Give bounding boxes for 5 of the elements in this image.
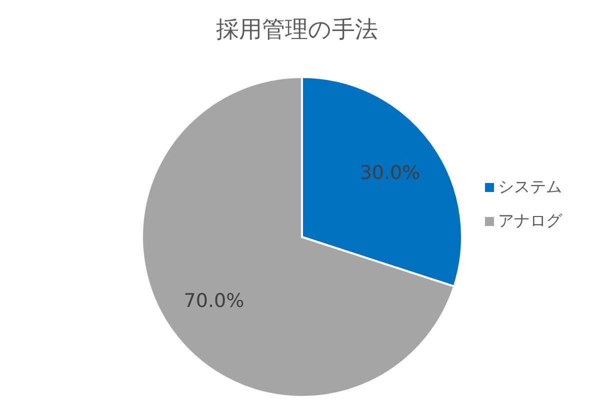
data-label: 30.0% bbox=[360, 162, 420, 184]
chart-title: 採用管理の手法 bbox=[215, 16, 379, 45]
legend-label: アナログ bbox=[498, 211, 562, 230]
data-label: 70.0% bbox=[184, 290, 244, 312]
legend-label: システム bbox=[498, 177, 562, 196]
